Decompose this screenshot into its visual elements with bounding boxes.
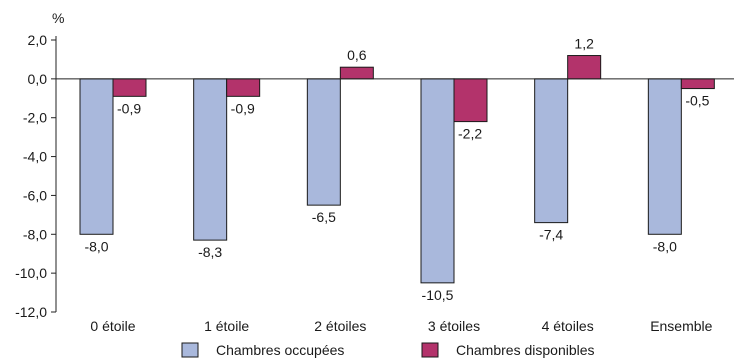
bar-available-5 [680, 78, 715, 90]
label-occupied-5: -8,0 [653, 238, 677, 254]
data-labels: -8,0 -0,9 -8,3 -0,9 -6,5 0,6 -10,5 -2,2 -7,4 1,2 -… [84, 36, 709, 303]
x-category-label: 1 étoile [204, 318, 249, 334]
bar-occupied-5 [647, 78, 682, 235]
y-tick-label: -12,0 [15, 304, 47, 320]
label-available-1: -0,9 [231, 100, 255, 116]
x-category-label: Ensemble [650, 318, 712, 334]
legend-swatch-0 [181, 342, 199, 358]
bar-occupied-3 [420, 78, 455, 284]
y-unit-label: % [52, 10, 64, 26]
bar-occupied-2 [306, 78, 341, 206]
bar-available-0 [112, 78, 147, 97]
label-occupied-3: -10,5 [422, 287, 454, 303]
bar-occupied-1 [193, 78, 228, 241]
label-occupied-4: -7,4 [539, 227, 563, 243]
y-tick-label: -6,0 [23, 187, 47, 203]
bar-available-1 [226, 78, 261, 97]
bar-available-3 [453, 78, 488, 123]
label-available-3: -2,2 [458, 126, 482, 142]
x-categories: 0 étoile 1 étoile 2 étoiles 3 étoiles 4 étoi… [90, 318, 712, 334]
y-axis: 2,0 0,0 -2,0 -4,0 -6,0 -8,0 -10,0 -12,0 [15, 32, 57, 320]
bar-available-2 [339, 66, 374, 80]
bar-available-4 [567, 55, 602, 80]
y-tick-label: 0,0 [28, 71, 48, 87]
legend-swatch-1 [421, 342, 439, 358]
label-available-4: 1,2 [574, 36, 594, 52]
y-tick-label: -2,0 [23, 110, 47, 126]
y-tick-label: -4,0 [23, 149, 47, 165]
y-tick-label: -8,0 [23, 226, 47, 242]
x-category-label: 0 étoile [90, 318, 135, 334]
label-available-0: -0,9 [117, 100, 141, 116]
x-category-label: 4 étoiles [542, 318, 594, 334]
legend-label-0: Chambres occupées [216, 342, 344, 358]
label-available-2: 0,6 [347, 47, 367, 63]
y-tick-label: 2,0 [28, 32, 48, 48]
label-occupied-1: -8,3 [198, 244, 222, 260]
bars [79, 55, 715, 284]
label-available-5: -0,5 [685, 93, 709, 109]
bar-occupied-4 [534, 78, 569, 224]
bar-occupied-0 [79, 78, 114, 235]
legend-label-1: Chambres disponibles [456, 342, 595, 358]
legend: Chambres occupées Chambres disponibles [181, 342, 595, 358]
label-occupied-2: -6,5 [312, 209, 336, 225]
label-occupied-0: -8,0 [84, 238, 108, 254]
y-tick-label: -10,0 [15, 265, 47, 281]
x-category-label: 3 étoiles [428, 318, 480, 334]
x-category-label: 2 étoiles [314, 318, 366, 334]
